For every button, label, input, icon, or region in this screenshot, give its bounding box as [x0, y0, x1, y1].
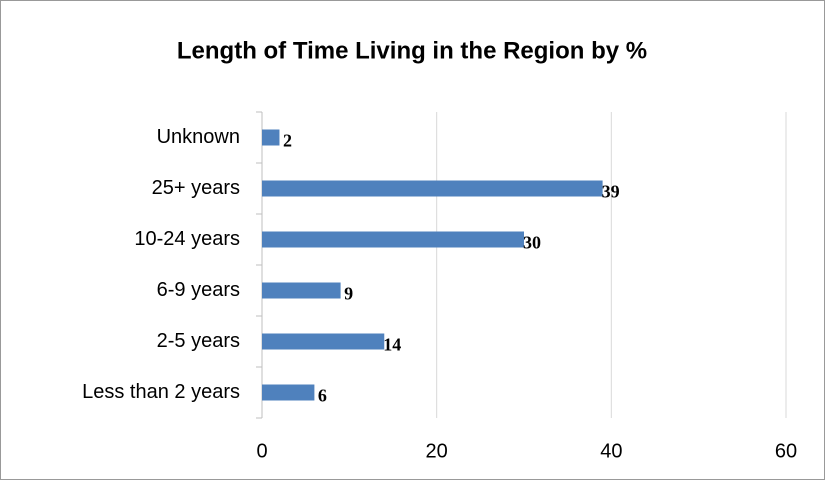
y-tick-label: 25+ years: [152, 177, 240, 199]
data-label: 14: [383, 335, 401, 355]
x-tick-label: 0: [256, 440, 267, 462]
bar: [262, 384, 315, 401]
bar: [262, 282, 341, 299]
y-tick-label: Unknown: [157, 126, 240, 148]
data-label: 30: [523, 233, 541, 253]
data-label: 39: [602, 182, 620, 202]
bar: [262, 231, 524, 248]
bar: [262, 129, 280, 146]
y-tick-label: Less than 2 years: [82, 381, 240, 403]
data-label: 6: [318, 386, 327, 406]
y-tick-label: 6-9 years: [157, 279, 240, 301]
y-tick-label: 2-5 years: [157, 330, 240, 352]
x-tick-label: 40: [600, 440, 622, 462]
chart-title: Length of Time Living in the Region by %: [177, 37, 647, 64]
data-label: 2: [283, 131, 292, 151]
x-tick-label: 20: [426, 440, 448, 462]
bar: [262, 180, 603, 197]
y-tick-label: 10-24 years: [134, 228, 240, 250]
x-tick-label: 60: [775, 440, 797, 462]
bar: [262, 333, 385, 350]
data-label: 9: [344, 284, 353, 304]
